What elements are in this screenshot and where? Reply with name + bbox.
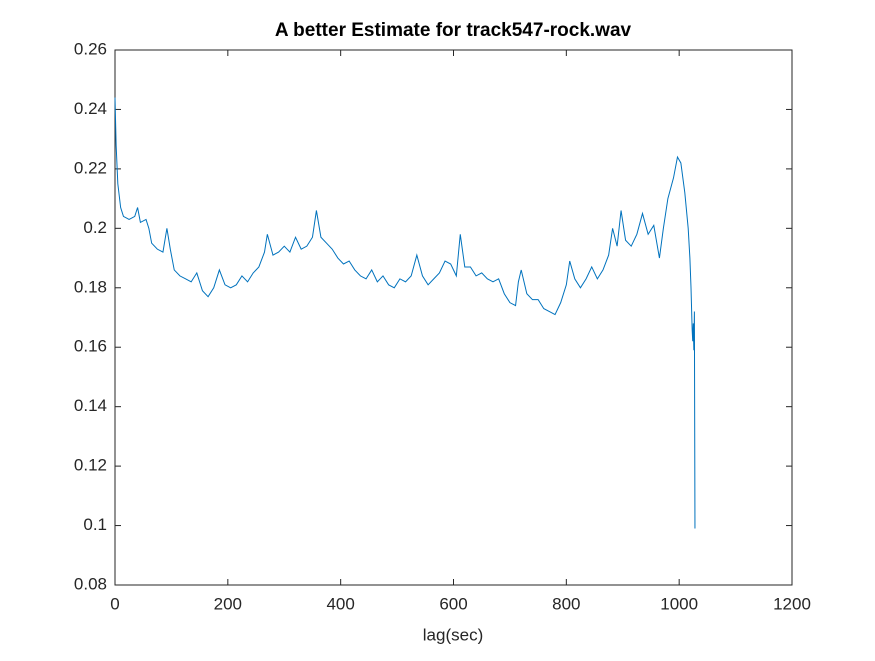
x-tick-label: 1000 <box>660 594 698 613</box>
y-tick-label: 0.26 <box>74 39 107 58</box>
x-tick-label: 400 <box>326 594 354 613</box>
x-axis-label: lag(sec) <box>423 625 483 644</box>
y-tick-label: 0.12 <box>74 456 107 475</box>
x-tick-label: 200 <box>214 594 242 613</box>
y-tick-label: 0.24 <box>74 99 107 118</box>
plot-area <box>114 49 793 586</box>
y-tick-label: 0.2 <box>83 218 107 237</box>
x-tick-label: 800 <box>552 594 580 613</box>
y-tick-label: 0.22 <box>74 158 107 177</box>
y-tick-label: 0.08 <box>74 574 107 593</box>
x-tick-label: 1200 <box>773 594 811 613</box>
y-tick-label: 0.18 <box>74 277 107 296</box>
y-tick-label: 0.16 <box>74 337 107 356</box>
x-tick-label: 600 <box>439 594 467 613</box>
y-tick-label: 0.14 <box>74 396 107 415</box>
y-tick-label: 0.1 <box>83 515 107 534</box>
data-line <box>114 97 696 529</box>
chart-title: A better Estimate for track547-rock.wav <box>275 20 632 41</box>
x-tick-label: 0 <box>110 594 119 613</box>
